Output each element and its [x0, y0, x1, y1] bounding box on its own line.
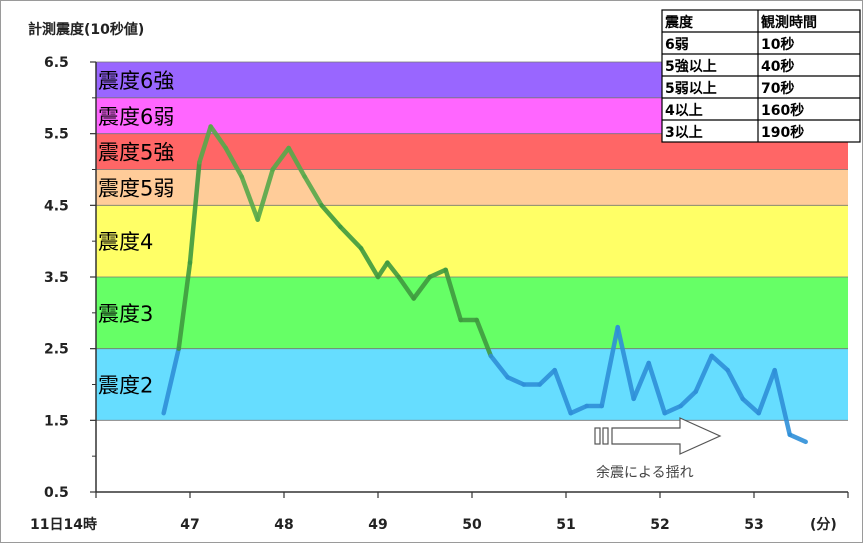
intensity-band [96, 348, 848, 421]
series-segment [286, 145, 307, 179]
y-tick-label: 6.5 [44, 55, 69, 71]
band-label: 震度6弱 [98, 105, 174, 129]
table-header-cell: 観測時間 [761, 14, 817, 31]
y-axis-ticks: 6.5 5.5 4.5 3.5 2.5 1.5 0.5 [44, 55, 96, 501]
intensity-band [96, 205, 848, 277]
band-label: 震度5強 [98, 141, 174, 165]
series-segment [176, 260, 193, 351]
series-segment [187, 160, 202, 265]
aftershock-arrow-icon [594, 417, 722, 455]
x-axis-start-label: 11日14時 [30, 516, 97, 533]
x-tick-label: 50 [462, 517, 482, 533]
y-tick-label: 3.5 [44, 270, 69, 286]
series-segment [646, 360, 667, 416]
series-segment [411, 274, 432, 301]
x-axis-unit-label: (分) [810, 517, 837, 533]
series-segment [615, 324, 636, 402]
series-segment [302, 174, 324, 208]
x-tick-label: 51 [556, 517, 575, 533]
table-cell: 40秒 [761, 58, 794, 75]
series-segment [568, 403, 589, 416]
chart-title: 計測震度(10秒値) [28, 21, 144, 38]
series-segment [599, 324, 620, 409]
series-segment [270, 145, 291, 172]
series-segment [505, 375, 526, 387]
table-cell: 5強以上 [665, 58, 717, 75]
series-segment [693, 353, 714, 394]
intensity-series [161, 124, 808, 445]
x-tick-label: 52 [650, 517, 669, 533]
band-label: 震度5弱 [98, 176, 174, 200]
series-segment [443, 267, 463, 323]
band-label: 震度3 [98, 302, 153, 326]
band-label: 震度4 [98, 230, 153, 254]
series-segment [319, 203, 343, 230]
intensity-band [96, 277, 848, 349]
x-axis-ticks: 47 48 49 50 51 52 53 [95, 492, 849, 533]
band-label: 震度2 [98, 374, 153, 398]
series-segment [338, 224, 364, 251]
series-segment [396, 274, 416, 301]
series-segment [740, 396, 761, 416]
series-segment [385, 260, 401, 280]
y-tick-label: 2.5 [44, 342, 69, 358]
x-tick-label: 47 [180, 517, 199, 533]
y-tick-label: 5.5 [44, 127, 69, 143]
aftershock-annotation: 余震による揺れ [596, 464, 694, 481]
observation-table: 震度 観測時間 6弱 10秒 5強以上 40秒 5弱以上 70秒 4以上 160秒 3以上 190秒 [661, 9, 861, 143]
series-segment [787, 432, 808, 445]
series-segment [223, 145, 244, 179]
y-tick-label: 4.5 [44, 198, 69, 214]
series-segment [631, 360, 651, 402]
series-segment [725, 367, 745, 402]
series-segment [375, 260, 390, 280]
series-segment [709, 353, 730, 373]
series-segment [662, 403, 683, 416]
series-segment [772, 367, 792, 437]
series-segment [537, 367, 557, 387]
series-segment [208, 124, 228, 151]
band-label: 震度6強 [98, 69, 174, 93]
x-tick-label: 48 [274, 517, 293, 533]
table-cell: 70秒 [761, 80, 794, 97]
series-segment [474, 317, 494, 359]
series-segment [239, 174, 260, 222]
series-segment [197, 124, 213, 165]
x-tick-label: 49 [368, 517, 387, 533]
intensity-band [96, 169, 848, 206]
table-cell: 4以上 [665, 103, 703, 119]
table-cell: 5弱以上 [665, 81, 717, 97]
table-cell: 6弱 [665, 37, 689, 53]
series-segment [552, 367, 573, 416]
series-segment [427, 267, 448, 280]
series-segment [161, 346, 181, 416]
table-cell: 10秒 [761, 36, 794, 53]
table-header-cell: 震度 [664, 14, 694, 31]
y-tick-label: 1.5 [44, 413, 69, 429]
table-cell: 3以上 [665, 125, 703, 141]
x-tick-label: 53 [744, 517, 763, 533]
table-cell: 160秒 [761, 102, 804, 119]
y-tick-label: 0.5 [44, 485, 69, 501]
series-segment [678, 389, 698, 409]
series-segment [488, 353, 510, 380]
series-segment [358, 246, 381, 280]
series-segment [756, 367, 777, 416]
series-segment [255, 167, 275, 222]
table-cell: 190秒 [761, 124, 804, 141]
